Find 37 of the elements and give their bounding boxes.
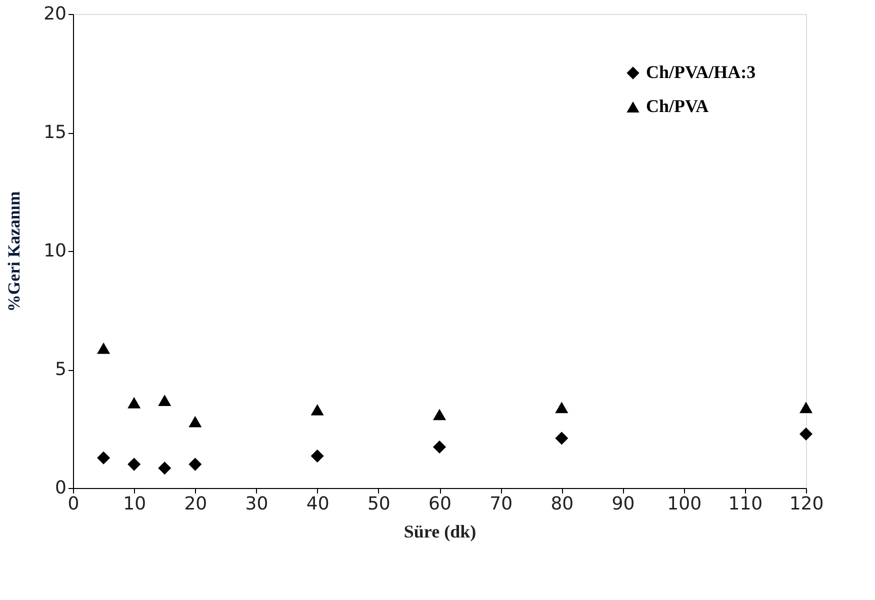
- point: [432, 408, 446, 420]
- point: [188, 458, 202, 471]
- legend-label: Ch/PVA: [646, 96, 709, 116]
- x-tick-label: 20: [184, 494, 208, 514]
- point: [432, 440, 446, 454]
- y-tick-label: 10: [44, 240, 66, 262]
- point: [188, 416, 202, 428]
- x-tick-label: 40: [306, 494, 330, 514]
- legend-label: Ch/PVA/HA:3: [646, 62, 756, 82]
- x-tick-label: 30: [245, 494, 268, 514]
- x-tick-label: 70: [490, 494, 513, 514]
- point: [97, 342, 110, 354]
- point: [310, 404, 324, 416]
- point: [128, 397, 141, 408]
- x-tick-label: 110: [728, 494, 763, 514]
- point: [97, 451, 110, 464]
- point: [310, 449, 324, 463]
- y-tick-label: 0: [55, 478, 66, 498]
- point: [128, 458, 141, 471]
- point: [555, 432, 568, 445]
- y-tick-label: 5: [55, 359, 66, 380]
- x-tick-label: 100: [667, 494, 702, 514]
- y-tick-label: 20: [44, 4, 66, 24]
- x-axis-title: Süre (dk): [404, 522, 476, 542]
- y-axis-title: %Geri Kazanım: [4, 191, 24, 312]
- x-tick-label: 90: [612, 494, 635, 514]
- x-tick-label: 50: [367, 494, 390, 514]
- point: [158, 394, 172, 406]
- point: [555, 402, 568, 414]
- x-tick-label: 10: [123, 494, 146, 514]
- x-tick-label: 60: [428, 494, 452, 514]
- x-tick-label: 120: [789, 494, 824, 514]
- point: [158, 462, 172, 475]
- point: [799, 402, 813, 414]
- point: [799, 427, 813, 440]
- y-tick-label: 15: [44, 122, 66, 143]
- x-tick-label: 80: [550, 494, 574, 514]
